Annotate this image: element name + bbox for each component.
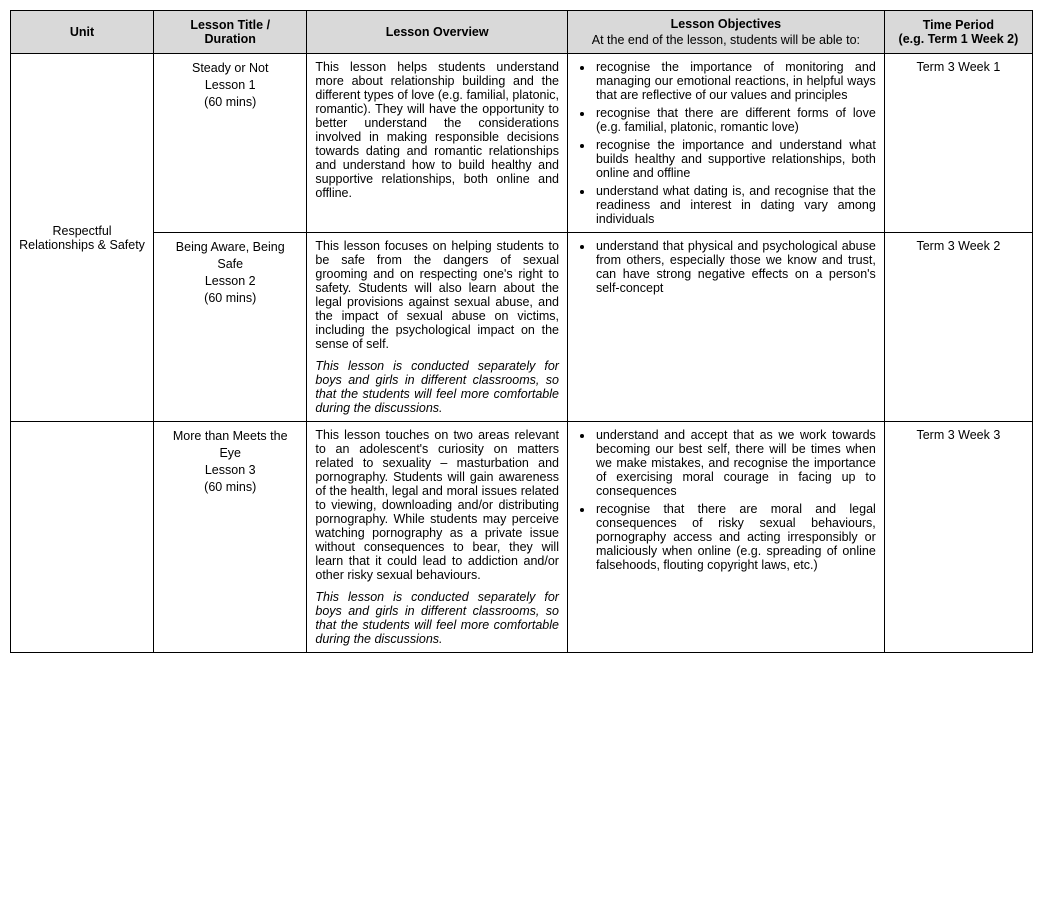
lesson-title-line1: More than Meets the Eye	[162, 428, 298, 462]
lesson-title-line1: Being Aware, Being Safe	[162, 239, 298, 273]
lesson-overview-cell: This lesson touches on two areas relevan…	[307, 422, 568, 653]
header-objectives: Lesson Objectives At the end of the less…	[567, 11, 884, 54]
lesson-table: Unit Lesson Title /Duration Lesson Overv…	[10, 10, 1033, 653]
lesson-title-line1: Steady or Not	[162, 60, 298, 77]
lesson-title-line3: (60 mins)	[162, 290, 298, 307]
objective-item: recognise that there are moral and legal…	[594, 502, 876, 572]
unit-cell: Respectful Relationships & Safety	[11, 54, 154, 422]
header-overview: Lesson Overview	[307, 11, 568, 54]
table-header-row: Unit Lesson Title /Duration Lesson Overv…	[11, 11, 1033, 54]
objective-item: understand that physical and psychologic…	[594, 239, 876, 295]
lesson-overview-cell: This lesson focuses on helping students …	[307, 233, 568, 422]
lesson-title-line3: (60 mins)	[162, 479, 298, 496]
header-unit: Unit	[11, 11, 154, 54]
overview-p2: This lesson is conducted separately for …	[315, 359, 559, 415]
objective-item: understand and accept that as we work to…	[594, 428, 876, 498]
lesson-overview-cell: This lesson helps students understand mo…	[307, 54, 568, 233]
lesson-objectives-cell: understand that physical and psychologic…	[567, 233, 884, 422]
lesson-title-line2: Lesson 3	[162, 462, 298, 479]
lesson-title-line2: Lesson 1	[162, 77, 298, 94]
lesson-objectives-cell: understand and accept that as we work to…	[567, 422, 884, 653]
overview-p1: This lesson touches on two areas relevan…	[315, 428, 559, 582]
lesson-title-cell: Being Aware, Being Safe Lesson 2 (60 min…	[154, 233, 307, 422]
table-row: Being Aware, Being Safe Lesson 2 (60 min…	[11, 233, 1033, 422]
objective-item: recognise the importance of monitoring a…	[594, 60, 876, 102]
objective-item: understand what dating is, and recognise…	[594, 184, 876, 226]
time-period-cell: Term 3 Week 1	[884, 54, 1032, 233]
lesson-title-cell: More than Meets the Eye Lesson 3 (60 min…	[154, 422, 307, 653]
objective-item: recognise that there are different forms…	[594, 106, 876, 134]
overview-p1: This lesson helps students understand mo…	[315, 60, 559, 200]
objective-item: recognise the importance and understand …	[594, 138, 876, 180]
header-time: Time Period(e.g. Term 1 Week 2)	[884, 11, 1032, 54]
lesson-title-line2: Lesson 2	[162, 273, 298, 290]
unit-cell-empty	[11, 422, 154, 653]
overview-p2: This lesson is conducted separately for …	[315, 590, 559, 646]
header-title: Lesson Title /Duration	[154, 11, 307, 54]
lesson-objectives-cell: recognise the importance of monitoring a…	[567, 54, 884, 233]
time-period-cell: Term 3 Week 2	[884, 233, 1032, 422]
time-period-cell: Term 3 Week 3	[884, 422, 1032, 653]
header-objectives-main: Lesson Objectives	[671, 17, 781, 31]
overview-p1: This lesson focuses on helping students …	[315, 239, 559, 351]
table-row: More than Meets the Eye Lesson 3 (60 min…	[11, 422, 1033, 653]
lesson-title-line3: (60 mins)	[162, 94, 298, 111]
table-row: Respectful Relationships & Safety Steady…	[11, 54, 1033, 233]
lesson-title-cell: Steady or Not Lesson 1 (60 mins)	[154, 54, 307, 233]
header-objectives-sub: At the end of the lesson, students will …	[576, 33, 876, 47]
